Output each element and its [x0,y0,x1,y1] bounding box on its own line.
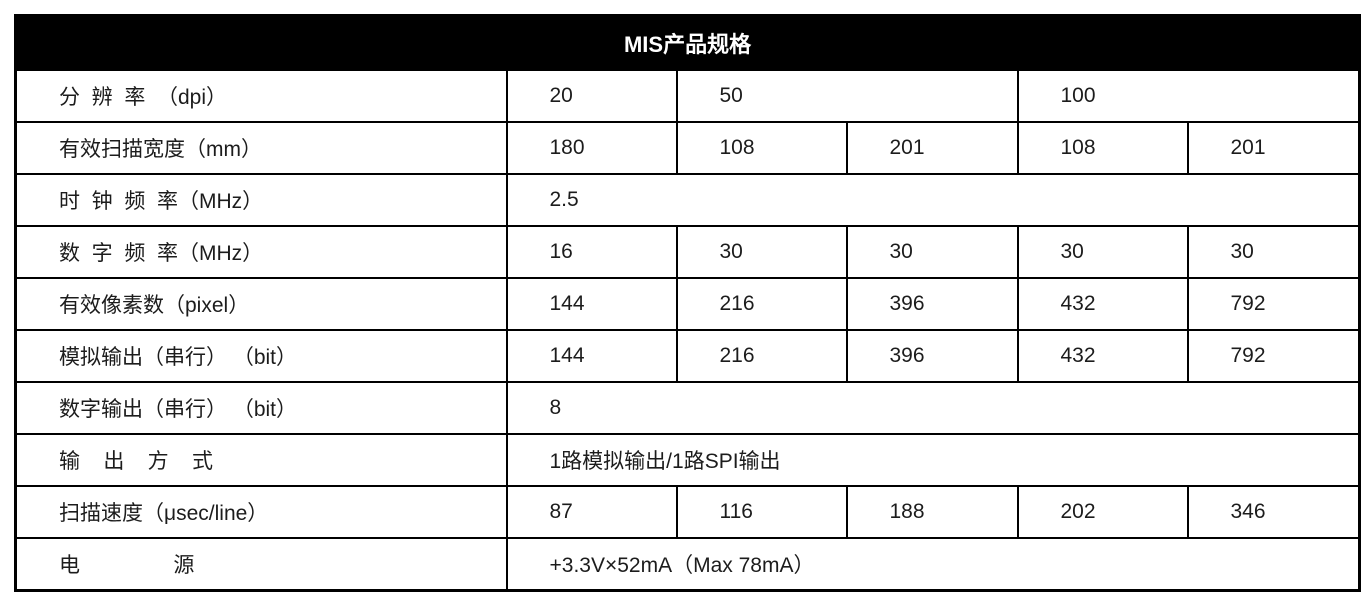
cell-pixel-count-4: 432 [1016,277,1189,331]
row-scan-speed: 扫描速度（μsec/line） 87 116 188 202 346 [14,485,1361,539]
cell-scan-speed-2: 116 [675,485,848,539]
cell-output-mode: 1路模拟输出/1路SPI输出 [505,433,1361,487]
row-label-clock-frequency: 时 钟 频 率（MHz） [14,173,508,227]
cell-pixel-count-3: 396 [845,277,1019,331]
cell-pixel-count-5: 792 [1186,277,1361,331]
cell-clock-frequency: 2.5 [505,173,1361,227]
row-label-output-mode: 输 出 方 式 [14,433,508,487]
cell-scan-width-2: 108 [675,121,848,175]
row-output-mode: 输 出 方 式 1路模拟输出/1路SPI输出 [14,433,1361,487]
cell-digital-frequency-5: 30 [1186,225,1361,279]
cell-scan-speed-5: 346 [1186,485,1361,539]
row-resolution: 分 辨 率 （dpi） 20 50 100 [14,69,1361,123]
cell-analog-output-1: 144 [505,329,678,383]
cell-digital-frequency-3: 30 [845,225,1019,279]
row-digital-output: 数字输出（串行） （bit） 8 [14,381,1361,435]
row-pixel-count: 有效像素数（pixel） 144 216 396 432 792 [14,277,1361,331]
cell-digital-frequency-1: 16 [505,225,678,279]
mis-spec-table: MIS产品规格 分 辨 率 （dpi） 20 50 100 有效扫描宽度（mm）… [14,14,1362,592]
cell-analog-output-5: 792 [1186,329,1361,383]
row-scan-width: 有效扫描宽度（mm） 180 108 201 108 201 [14,121,1361,175]
cell-scan-width-3: 201 [845,121,1019,175]
row-analog-output: 模拟输出（串行） （bit） 144 216 396 432 792 [14,329,1361,383]
cell-analog-output-3: 396 [845,329,1019,383]
row-label-digital-frequency: 数 字 频 率（MHz） [14,225,508,279]
cell-scan-width-1: 180 [505,121,678,175]
cell-analog-output-2: 216 [675,329,848,383]
cell-analog-output-4: 432 [1016,329,1189,383]
header-row: MIS产品规格 [14,14,1361,71]
cell-pixel-count-2: 216 [675,277,848,331]
cell-scan-width-5: 201 [1186,121,1361,175]
cell-scan-speed-4: 202 [1016,485,1189,539]
cell-digital-frequency-4: 30 [1016,225,1189,279]
cell-scan-width-4: 108 [1016,121,1189,175]
cell-scan-speed-1: 87 [505,485,678,539]
row-label-analog-output: 模拟输出（串行） （bit） [14,329,508,383]
cell-power: +3.3V×52mA（Max 78mA） [505,537,1361,592]
row-label-scan-speed: 扫描速度（μsec/line） [14,485,508,539]
table-title: MIS产品规格 [14,14,1361,71]
row-clock-frequency: 时 钟 频 率（MHz） 2.5 [14,173,1361,227]
cell-resolution-1: 20 [505,69,678,123]
row-label-pixel-count: 有效像素数（pixel） [14,277,508,331]
row-label-scan-width: 有效扫描宽度（mm） [14,121,508,175]
cell-digital-output: 8 [505,381,1361,435]
row-power: 电 源 +3.3V×52mA（Max 78mA） [14,537,1361,592]
cell-digital-frequency-2: 30 [675,225,848,279]
cell-scan-speed-3: 188 [845,485,1019,539]
row-label-resolution: 分 辨 率 （dpi） [14,69,508,123]
cell-resolution-3: 100 [1016,69,1361,123]
row-digital-frequency: 数 字 频 率（MHz） 16 30 30 30 30 [14,225,1361,279]
row-label-power: 电 源 [14,537,508,592]
cell-resolution-2: 50 [675,69,1019,123]
row-label-digital-output: 数字输出（串行） （bit） [14,381,508,435]
cell-pixel-count-1: 144 [505,277,678,331]
